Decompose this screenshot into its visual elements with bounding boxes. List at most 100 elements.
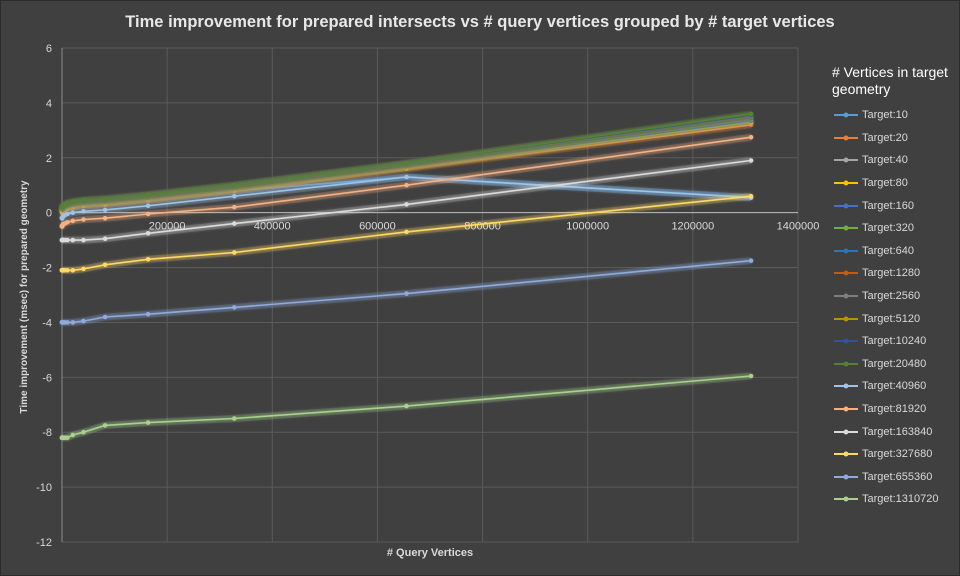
legend-item: Target:1280 [832, 262, 956, 285]
legend-label: Target:163840 [862, 425, 933, 438]
data-point [81, 429, 86, 435]
y-tick-label: -2 [42, 263, 52, 275]
data-point [232, 305, 237, 310]
data-point [232, 204, 237, 210]
data-point [81, 318, 86, 324]
y-tick-label: 2 [46, 153, 52, 165]
y-tick-label: 4 [46, 98, 52, 110]
legend-item: Target:40 [832, 149, 956, 172]
data-point [232, 193, 237, 199]
x-tick-label: 1200000 [671, 221, 714, 233]
data-point [404, 291, 409, 296]
y-tick-label: -8 [42, 427, 52, 439]
legend-item: Target:2560 [832, 285, 956, 308]
series-Target:81920 [58, 133, 754, 230]
data-point [404, 182, 409, 188]
legend-swatch [832, 178, 860, 188]
series-Target:40960 [58, 173, 754, 222]
x-tick-label: 600000 [359, 221, 396, 233]
data-point [145, 192, 151, 198]
legend-title: # Vertices in target geometry [832, 64, 948, 97]
y-tick-label: -4 [42, 317, 52, 329]
legend-item: Target:655360 [832, 466, 956, 489]
legend-swatch [832, 133, 860, 143]
y-axis-label: Time improvement (msec) for prepared geo… [19, 180, 30, 414]
legend-swatch [832, 291, 860, 301]
x-axis-label: # Query Vertices [387, 547, 473, 559]
legend-item: Target:5120 [832, 307, 956, 330]
legend-swatch [832, 494, 860, 504]
legend-swatch [832, 336, 860, 346]
legend-item: Target:10 [832, 104, 956, 127]
legend-item: Target:640 [832, 240, 956, 263]
data-point [102, 215, 108, 221]
x-tick-label: 1000000 [566, 221, 609, 233]
legend-swatch [832, 110, 860, 120]
data-point [81, 217, 86, 222]
legend-swatch [832, 155, 860, 165]
legend-label: Target:327680 [862, 448, 933, 461]
data-point [102, 207, 108, 213]
data-point [81, 237, 86, 243]
series-Target:1310720 [58, 372, 754, 442]
y-tick-label: 6 [46, 43, 52, 55]
y-tick-label: -6 [42, 372, 52, 384]
series-Target:327680 [58, 192, 754, 274]
legend-item: Target:81920 [832, 398, 956, 421]
legend-item: Target:80 [832, 172, 956, 195]
data-point [65, 211, 70, 217]
data-point [748, 158, 754, 163]
data-point [81, 266, 86, 272]
data-point [232, 250, 237, 255]
legend-label: Target:20 [862, 131, 908, 144]
legend-swatch [832, 314, 860, 324]
legend-label: Target:40960 [862, 380, 927, 393]
legend-label: Target:1280 [862, 267, 921, 280]
data-point [102, 236, 108, 241]
legend-label: Target:160 [862, 199, 914, 212]
data-point [404, 202, 409, 207]
legend-label: Target:81920 [862, 403, 927, 416]
data-point [70, 432, 76, 438]
legend-swatch [832, 268, 860, 278]
legend-items: Target:10 Target:20 Target:40 Target:80 Targ… [832, 104, 956, 511]
legend-swatch [832, 246, 860, 256]
chart-title: Time improvement for prepared intersects… [125, 13, 834, 31]
data-point [404, 161, 409, 166]
legend-swatch [832, 201, 860, 211]
legend-item: Target:20480 [832, 353, 956, 376]
legend-swatch [832, 472, 860, 482]
legend-swatch [832, 427, 860, 437]
data-point [232, 221, 237, 226]
series-Target:20480 [58, 110, 754, 211]
legend-label: Target:20480 [862, 357, 927, 370]
data-point [70, 210, 76, 215]
data-point [748, 193, 754, 199]
x-tick-label: 1400000 [777, 221, 820, 233]
legend-label: Target:655360 [862, 470, 933, 483]
series-Target:163840 [58, 157, 754, 244]
data-point [145, 311, 151, 317]
data-point [748, 258, 754, 264]
data-point [232, 416, 237, 421]
data-point [748, 373, 754, 379]
data-point [404, 403, 409, 409]
data-point [145, 231, 151, 236]
legend-item: Target:40960 [832, 375, 956, 398]
data-point [232, 182, 237, 188]
data-point [102, 423, 108, 428]
y-tick-label: 0 [46, 208, 52, 220]
data-point [65, 268, 70, 273]
data-point [81, 198, 86, 203]
legend: # Vertices in target geometry Target:10 T… [832, 64, 956, 511]
legend-item: Target:10240 [832, 330, 956, 353]
legend-item: Target:20 [832, 127, 956, 150]
legend-label: Target:2560 [862, 290, 921, 303]
legend-swatch [832, 359, 860, 369]
legend-item: Target:160 [832, 194, 956, 217]
data-point [70, 218, 76, 224]
x-tick-label: 400000 [254, 221, 291, 233]
legend-swatch [832, 381, 860, 391]
legend-label: Target:320 [862, 222, 914, 235]
